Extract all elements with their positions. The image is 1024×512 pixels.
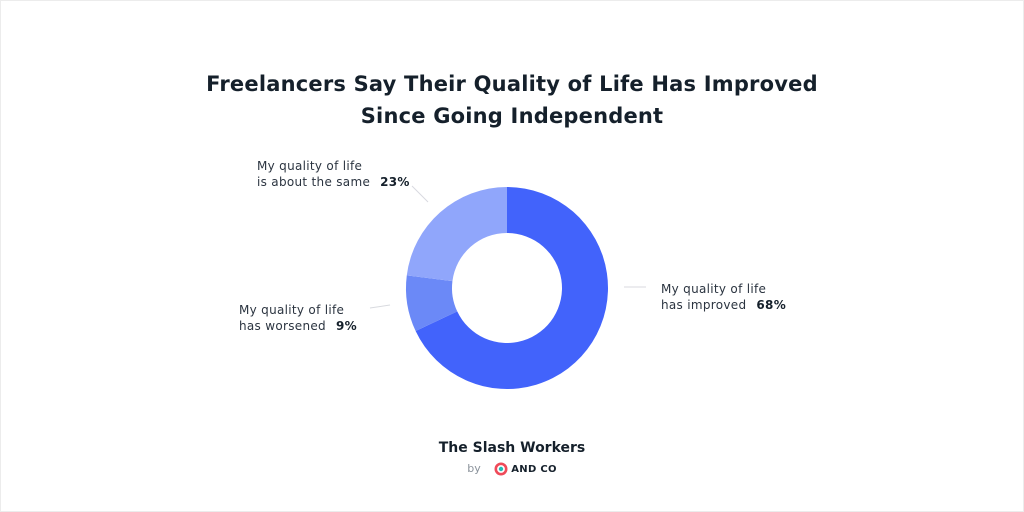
chart-title-line-2: Since Going Independent [360, 104, 664, 128]
footer-by-text: by [467, 462, 481, 475]
slice-value-worsened: 9% [335, 319, 357, 333]
andco-logo-text: AND CO [511, 463, 557, 475]
slice-label-improved-line-2-text: has improved [661, 298, 747, 312]
slice-label-worsened-line-2-text: has worsened [239, 319, 326, 333]
footer-title: The Slash Workers [438, 440, 586, 456]
slice-label-worsened: My quality of life has worsened 9% [239, 302, 357, 334]
andco-logo-icon [494, 462, 508, 476]
slice-label-same-line-2-text: is about the same [257, 175, 371, 189]
slice-label-worsened-line-1: My quality of life [239, 303, 345, 317]
slice-label-same-line-1: My quality of life [257, 159, 363, 173]
slice-value-same: 23% [380, 175, 410, 189]
footer-credit: by AND CO [0, 462, 1024, 476]
slice-label-same: My quality of life is about the same 23% [257, 158, 410, 190]
donut-slice-improved [415, 187, 609, 389]
leader-line-worsened [369, 304, 391, 309]
slice-label-same-line-2: is about the same 23% [257, 174, 410, 190]
slice-label-improved-line-1: My quality of life [661, 282, 767, 296]
donut-slice-worsened [406, 275, 458, 332]
chart-title: Freelancers Say Their Quality of Life Ha… [0, 68, 1024, 132]
leader-line-same [411, 185, 429, 203]
slice-label-improved-line-2: has improved 68% [661, 297, 786, 313]
slice-value-improved: 68% [756, 298, 787, 312]
slice-label-worsened-line-2: has worsened 9% [239, 318, 357, 334]
andco-logo: AND CO [494, 462, 557, 476]
slice-label-improved: My quality of life has improved 68% [661, 281, 786, 313]
chart-title-line-1: Freelancers Say Their Quality of Life Ha… [206, 72, 818, 96]
donut-slice-same [406, 187, 507, 282]
